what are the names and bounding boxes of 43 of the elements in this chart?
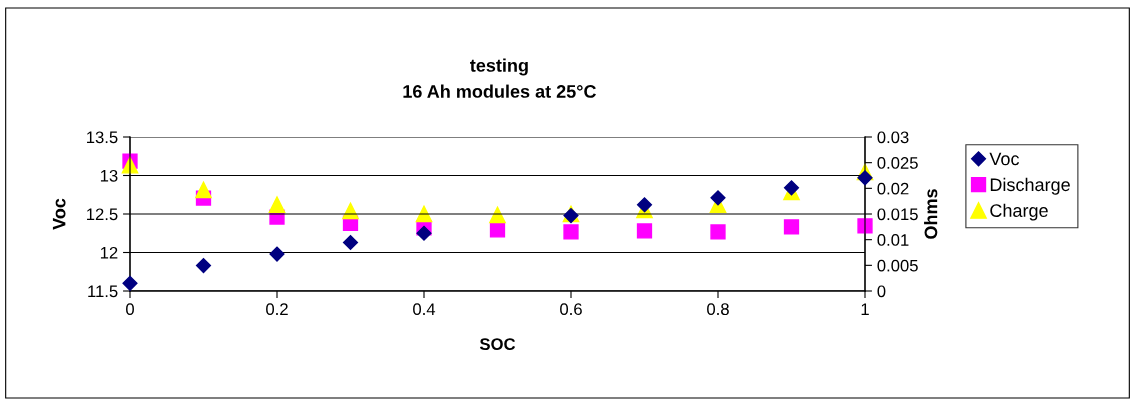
y2-tick-label: 0.02 xyxy=(877,182,909,195)
point xyxy=(122,275,138,291)
chart-subtitle: 16 Ah modules at 25°C xyxy=(403,84,596,98)
point xyxy=(416,225,432,241)
y-tick-label: 12.5 xyxy=(87,208,118,221)
point xyxy=(783,180,800,196)
x-tick-label: 0.8 xyxy=(707,303,729,316)
legend-label: Charge xyxy=(990,203,1048,221)
x-axis-title: SOC xyxy=(479,338,516,351)
point xyxy=(269,246,285,262)
y-tick-label: 13 xyxy=(100,169,118,182)
legend-label: Discharge xyxy=(990,177,1070,195)
point xyxy=(563,224,579,240)
point xyxy=(857,218,873,234)
legend-label: Voc xyxy=(989,152,1020,166)
y2-tick-label: 0.01 xyxy=(877,234,909,246)
x-tick-label: 0.4 xyxy=(413,303,436,316)
point xyxy=(857,170,873,186)
point xyxy=(195,181,212,199)
y2-tick-label: 0.005 xyxy=(877,259,918,272)
y2-axis-title: Ohms xyxy=(924,189,938,239)
x-tick-label: 0.2 xyxy=(266,303,288,316)
y2-tick-label: 0.03 xyxy=(877,131,909,144)
point xyxy=(268,196,286,214)
x-tick-label: 0.6 xyxy=(560,303,582,316)
point xyxy=(636,223,653,239)
y-tick-label: 13.5 xyxy=(87,131,118,144)
chart-title: testing xyxy=(470,58,528,76)
y2-tick-label: 0.025 xyxy=(877,157,918,169)
x-tick-label: 0 xyxy=(126,303,134,316)
y-axis-title: Voc xyxy=(52,198,66,230)
point xyxy=(342,234,359,251)
point xyxy=(489,222,506,238)
y2-tick-label: 0.015 xyxy=(877,208,918,221)
y2-tick-label: 0 xyxy=(877,285,886,298)
point xyxy=(636,197,653,213)
y-tick-label: 11.5 xyxy=(88,285,118,298)
point xyxy=(710,224,726,240)
x-tick-label: 1 xyxy=(861,303,869,315)
point xyxy=(783,219,800,235)
point xyxy=(195,258,212,274)
point xyxy=(710,190,726,206)
y-tick-label: 12 xyxy=(100,246,118,259)
